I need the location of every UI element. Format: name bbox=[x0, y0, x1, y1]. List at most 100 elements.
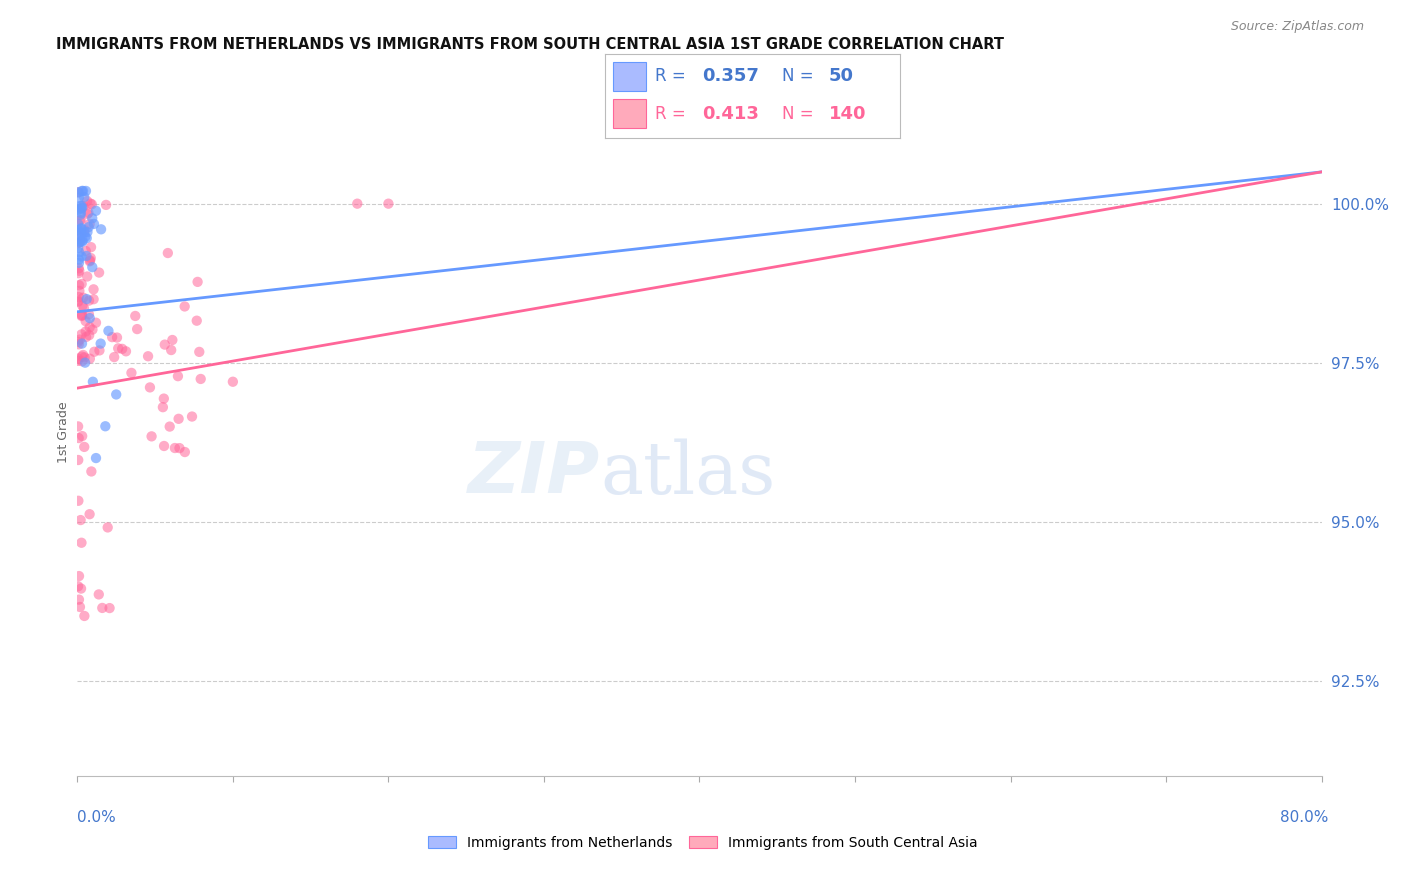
Point bbox=[94, 419, 117, 434]
Point bbox=[187, 275, 209, 289]
Point bbox=[69, 333, 91, 347]
Point bbox=[70, 201, 93, 215]
Point bbox=[75, 249, 97, 263]
Point bbox=[139, 380, 162, 394]
Point bbox=[79, 196, 101, 211]
Point bbox=[90, 336, 112, 351]
Point bbox=[163, 441, 186, 455]
Point bbox=[76, 194, 98, 208]
Point bbox=[90, 222, 112, 236]
Point bbox=[70, 350, 93, 364]
Point bbox=[79, 311, 101, 326]
Point bbox=[72, 299, 94, 313]
Point bbox=[77, 307, 100, 321]
Text: 0.357: 0.357 bbox=[702, 68, 759, 86]
Text: N =: N = bbox=[782, 104, 818, 123]
Point bbox=[173, 445, 195, 459]
Point bbox=[120, 366, 142, 380]
Point bbox=[69, 199, 91, 213]
Point bbox=[77, 220, 100, 235]
Point bbox=[75, 244, 97, 258]
Point bbox=[67, 419, 90, 434]
Point bbox=[103, 350, 125, 364]
Point bbox=[186, 314, 208, 328]
Point bbox=[84, 316, 107, 330]
Point bbox=[67, 266, 90, 280]
Point bbox=[69, 235, 91, 249]
Point bbox=[70, 327, 93, 342]
Point bbox=[77, 293, 100, 308]
Point bbox=[67, 294, 90, 309]
Point bbox=[72, 184, 94, 198]
Point bbox=[83, 282, 105, 296]
Point bbox=[79, 351, 101, 366]
Point bbox=[75, 229, 97, 244]
Legend: Immigrants from Netherlands, Immigrants from South Central Asia: Immigrants from Netherlands, Immigrants … bbox=[425, 831, 981, 854]
Point bbox=[141, 429, 163, 443]
Point bbox=[70, 222, 93, 236]
Point bbox=[75, 314, 97, 328]
Point bbox=[72, 234, 94, 248]
Point bbox=[75, 330, 97, 344]
Point bbox=[89, 343, 111, 358]
Point bbox=[153, 439, 176, 453]
Point bbox=[73, 225, 96, 239]
Point bbox=[75, 356, 97, 370]
Point bbox=[82, 323, 104, 337]
Point bbox=[67, 264, 90, 278]
Point bbox=[87, 266, 110, 280]
Text: IMMIGRANTS FROM NETHERLANDS VS IMMIGRANTS FROM SOUTH CENTRAL ASIA 1ST GRADE CORR: IMMIGRANTS FROM NETHERLANDS VS IMMIGRANT… bbox=[56, 37, 1004, 53]
Point bbox=[97, 324, 120, 338]
Point bbox=[70, 226, 93, 240]
Point bbox=[83, 217, 105, 231]
Point bbox=[67, 217, 90, 231]
Point bbox=[67, 235, 90, 250]
Point bbox=[79, 253, 101, 268]
Point bbox=[91, 601, 114, 615]
Point bbox=[67, 293, 90, 308]
Point bbox=[82, 211, 104, 226]
Point bbox=[83, 344, 105, 359]
Point bbox=[67, 278, 90, 293]
Point bbox=[67, 229, 90, 244]
Point bbox=[105, 330, 128, 344]
Point bbox=[73, 351, 96, 365]
Point bbox=[67, 245, 90, 260]
Point bbox=[73, 609, 96, 624]
Point bbox=[98, 601, 121, 615]
Point bbox=[79, 320, 101, 334]
Point bbox=[82, 375, 104, 389]
Text: R =: R = bbox=[655, 104, 690, 123]
Point bbox=[72, 348, 94, 362]
Text: ZIP: ZIP bbox=[468, 440, 600, 508]
Point bbox=[67, 334, 90, 349]
Text: 0.0%: 0.0% bbox=[77, 810, 117, 825]
Point bbox=[80, 465, 103, 479]
Point bbox=[80, 251, 103, 265]
Point bbox=[67, 241, 90, 255]
Point bbox=[73, 223, 96, 237]
Point bbox=[67, 290, 90, 304]
Point bbox=[77, 328, 100, 343]
Point bbox=[156, 246, 179, 260]
Text: 140: 140 bbox=[830, 104, 866, 123]
Point bbox=[105, 387, 128, 401]
Text: 50: 50 bbox=[830, 68, 853, 86]
Point bbox=[70, 206, 93, 220]
Bar bbox=[613, 62, 645, 91]
Point bbox=[69, 213, 91, 227]
Point bbox=[70, 199, 93, 213]
Point bbox=[70, 309, 93, 323]
Point bbox=[70, 184, 93, 198]
Point bbox=[67, 256, 90, 270]
Point bbox=[159, 419, 181, 434]
Text: N =: N = bbox=[782, 68, 818, 86]
Point bbox=[127, 322, 149, 336]
Point bbox=[153, 337, 176, 351]
Point bbox=[173, 300, 195, 314]
Point bbox=[377, 196, 399, 211]
Point bbox=[67, 261, 90, 276]
Point bbox=[76, 225, 98, 239]
Point bbox=[76, 292, 98, 306]
Point bbox=[79, 217, 101, 231]
